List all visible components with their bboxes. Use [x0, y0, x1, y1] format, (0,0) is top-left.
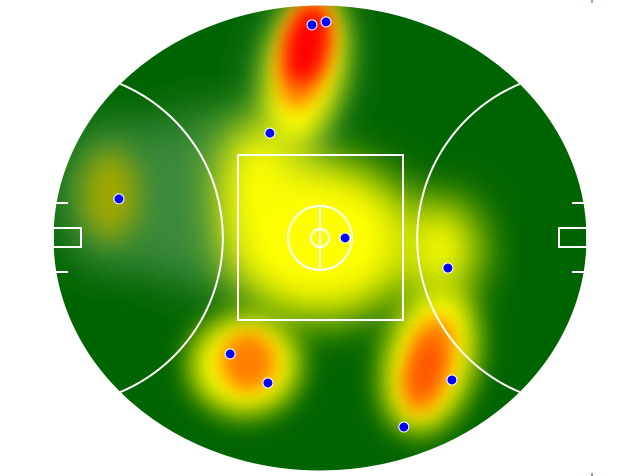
heat-blob — [285, 5, 329, 85]
data-point — [262, 377, 274, 389]
data-point — [442, 262, 454, 274]
left-goal-square — [52, 227, 82, 248]
right-fifty-arc — [416, 82, 523, 394]
data-point — [306, 19, 318, 31]
left-fifty-arc — [117, 82, 224, 394]
data-point — [264, 127, 276, 139]
field-markings — [52, 4, 588, 472]
heat-blob — [400, 200, 480, 300]
data-point — [113, 193, 125, 205]
field-surface — [53, 5, 587, 471]
heat-blob — [82, 150, 138, 240]
centre-square — [237, 154, 404, 321]
right-goal-square — [558, 227, 588, 248]
points-layer — [113, 16, 458, 433]
heat-blob — [412, 338, 440, 398]
heat-blob — [220, 332, 276, 392]
heat-blob — [220, 120, 300, 240]
heat-layer — [55, 5, 480, 434]
data-point — [224, 348, 236, 360]
data-point — [398, 421, 410, 433]
data-point — [339, 232, 351, 244]
data-point — [320, 16, 332, 28]
data-point — [446, 374, 458, 386]
